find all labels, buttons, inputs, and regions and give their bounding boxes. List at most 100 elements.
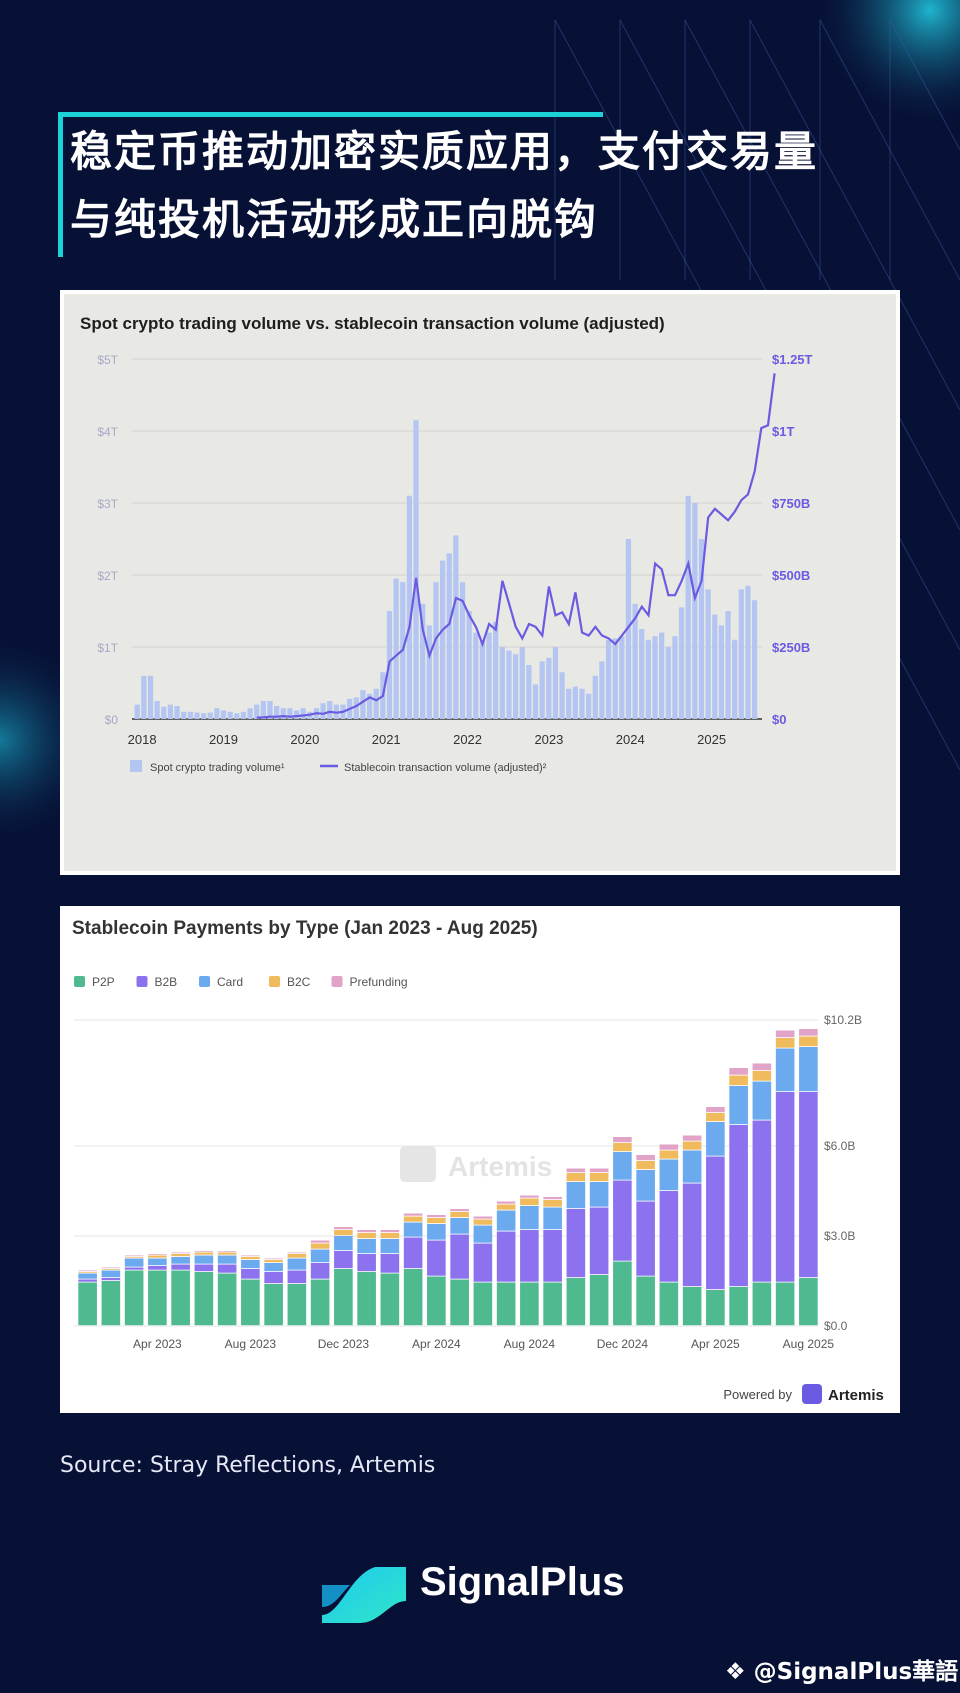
chart1-spot-bar	[141, 675, 147, 719]
chart1-spot-bar	[280, 708, 286, 719]
chart2-bar-card	[217, 1255, 237, 1264]
chart1-left-tick-label: $1T	[97, 641, 118, 655]
chart2-bar-b2c	[450, 1212, 469, 1218]
chart2-bar-b2b	[496, 1231, 516, 1282]
chart2-bar-prefunding	[520, 1195, 539, 1198]
chart1-x-tick-label: 2018	[128, 732, 157, 747]
chart2-bar-p2p	[682, 1287, 702, 1326]
chart1-spot-bar	[678, 607, 685, 719]
chart1-left-tick-label: $3T	[97, 497, 118, 511]
chart2-bar-b2b	[78, 1279, 97, 1282]
chart1-left-tick-label: $2T	[97, 569, 118, 583]
chart2-y-tick-label: $0.0	[824, 1319, 848, 1333]
chart1-spot-bar	[360, 690, 366, 719]
chart2-x-tick-label: Aug 2025	[783, 1337, 835, 1351]
chart2-bar-card	[403, 1222, 423, 1237]
chart2-legend-swatch	[331, 976, 343, 987]
chart1-spot-bar	[499, 647, 505, 719]
chart2-bar-prefunding	[217, 1251, 237, 1252]
brand-name: SignalPlus	[420, 1560, 625, 1604]
chart2-bar-b2b	[706, 1156, 725, 1290]
chart2-bar-p2p	[101, 1281, 121, 1326]
chart2-bar-prefunding	[310, 1240, 330, 1243]
chart2-bar-b2c	[775, 1038, 795, 1048]
chart2-bar-b2c	[148, 1255, 167, 1258]
chart2-bar-card	[148, 1258, 167, 1266]
chart1-spot-bar	[154, 701, 160, 719]
chart1-spot-bar	[751, 600, 758, 719]
chart1-spot-bar	[539, 661, 545, 719]
chart2-bar-b2b	[520, 1230, 539, 1282]
chart2-legend-swatch	[74, 976, 85, 987]
chart2-bar-prefunding	[752, 1063, 772, 1071]
chart1-spot-bar	[174, 706, 180, 719]
chart1-spot-bar	[592, 675, 598, 719]
chart1-spot-bar	[366, 693, 373, 719]
chart1-x-tick-label: 2021	[372, 732, 401, 747]
chart1-left-tick-label: $0	[105, 713, 119, 727]
chart1-spot-bar	[619, 636, 625, 719]
chart2-bar-p2p	[450, 1279, 469, 1326]
chart1-spot-bar	[320, 703, 326, 719]
chart2-bar-b2c	[403, 1216, 423, 1222]
chart1-spot-bar	[566, 688, 572, 719]
chart2-bar-b2c	[217, 1252, 237, 1255]
chart2-bar-p2p	[752, 1282, 772, 1326]
chart1-x-tick-label: 2019	[209, 732, 238, 747]
chart1-spot-bar	[745, 585, 751, 719]
chart2-bar-prefunding	[613, 1137, 632, 1143]
chart2-bar-b2b	[264, 1272, 283, 1284]
chart1-spot-bar	[705, 589, 711, 719]
chart2-bar-p2p	[194, 1272, 214, 1326]
chart2-bar-b2c	[636, 1161, 655, 1170]
chart2-x-tick-label: Dec 2023	[318, 1337, 370, 1351]
chart2-x-tick-label: Apr 2023	[133, 1337, 182, 1351]
chart2-bar-p2p	[589, 1275, 609, 1326]
chart1-spot-bar	[353, 697, 359, 719]
chart2-bar-prefunding	[799, 1029, 818, 1036]
chart2-bar-p2p	[357, 1272, 376, 1326]
chart2-bar-prefunding	[682, 1135, 702, 1141]
chart2-x-tick-label: Apr 2025	[691, 1337, 740, 1351]
chart2-bar-b2c	[287, 1254, 307, 1258]
chart2-bar-prefunding	[706, 1107, 725, 1113]
chart2-bar-card	[241, 1260, 260, 1269]
chart1-spot-bar	[738, 589, 744, 719]
spot-vs-stablecoin-chart-panel: Spot crypto trading volume vs. stablecoi…	[60, 290, 900, 875]
chart2-bar-card	[78, 1273, 97, 1279]
page-title: 稳定币推动加密实质应用，支付交易量 与纯投机活动形成正向脱钩	[70, 118, 930, 254]
chart2-bar-card	[613, 1152, 632, 1180]
chart1-spot-bar	[214, 708, 220, 719]
chart2-bar-prefunding	[473, 1216, 493, 1219]
chart2-legend-swatch	[136, 976, 148, 987]
chart2-bar-p2p	[427, 1276, 446, 1326]
chart2-bar-b2b	[241, 1269, 260, 1279]
chart2-bar-b2c	[473, 1219, 493, 1225]
chart2-bar-b2c	[799, 1036, 818, 1047]
chart1-spot-bar	[605, 639, 612, 719]
title-accent-frame	[58, 112, 603, 257]
chart1-spot-bar	[194, 712, 200, 719]
chart1-spot-bar	[227, 711, 233, 719]
chart1-spot-bar	[586, 693, 592, 719]
chart2-bar-prefunding	[124, 1255, 144, 1257]
chart2-bar-card	[566, 1182, 586, 1209]
chart2-bar-p2p	[217, 1273, 237, 1326]
chart1-spot-bar	[373, 688, 379, 719]
chart1-spot-bar	[732, 639, 738, 719]
chart1-stablecoin-line	[256, 373, 776, 719]
chart1-spot-bar	[439, 560, 446, 719]
chart2-bar-p2p	[334, 1269, 353, 1326]
chart1-spot-bar	[639, 629, 645, 719]
chart1-spot-bar	[287, 708, 293, 719]
chart1-spot-bar	[187, 711, 193, 719]
chart2-bar-b2b	[450, 1234, 469, 1279]
chart1-spot-bar	[532, 684, 539, 719]
chart2-bar-b2c	[427, 1218, 446, 1224]
chart2-bar-b2b	[287, 1270, 307, 1284]
chart2-bar-b2c	[241, 1257, 260, 1260]
chart2-bar-b2b	[217, 1264, 237, 1273]
chart2-x-tick-label: Aug 2024	[504, 1337, 556, 1351]
chart1-x-tick-label: 2024	[616, 732, 645, 747]
chart1-spot-bar	[698, 539, 705, 719]
